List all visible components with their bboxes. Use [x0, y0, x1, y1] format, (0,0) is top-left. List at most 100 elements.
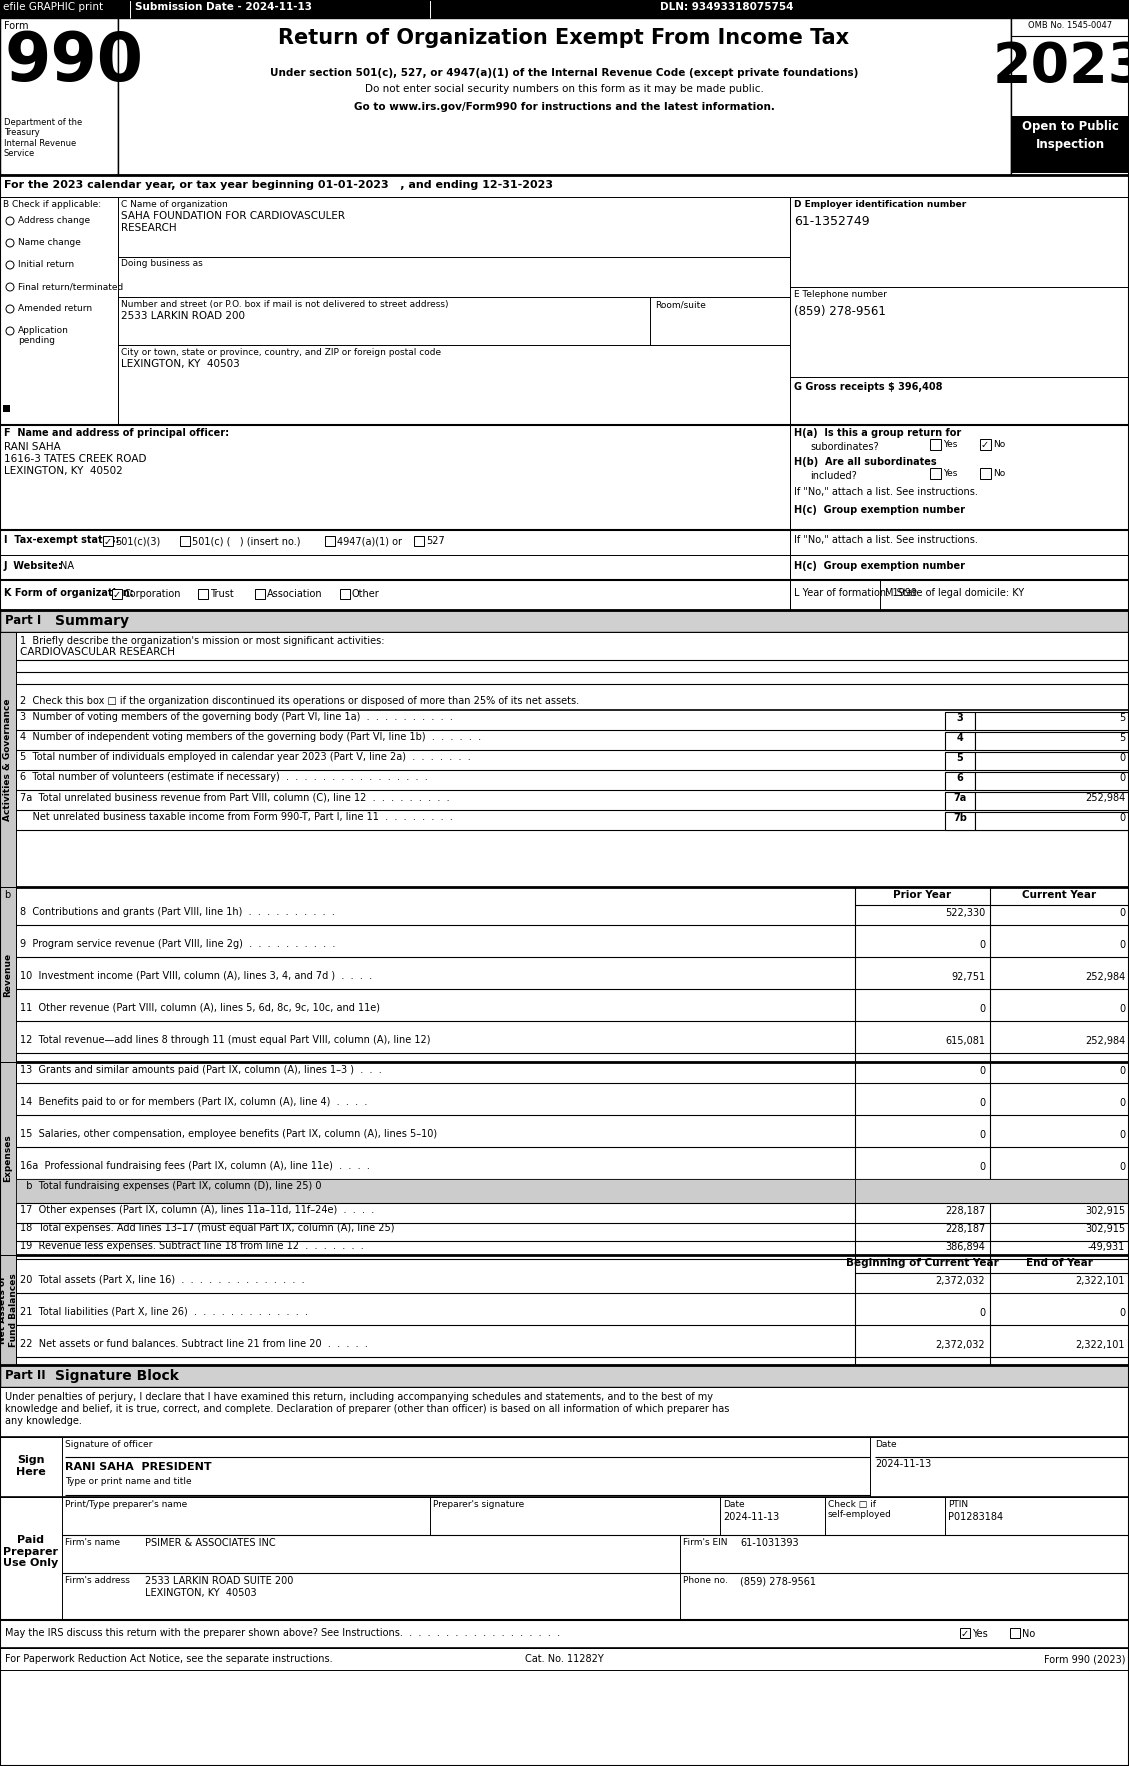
Text: 0: 0 — [1119, 1067, 1124, 1075]
Text: No: No — [994, 470, 1005, 479]
Bar — [255, 590, 265, 599]
Text: For the 2023 calendar year, or tax year beginning 01-01-2023   , and ending 12-3: For the 2023 calendar year, or tax year … — [5, 180, 553, 191]
Text: 14  Benefits paid to or for members (Part IX, column (A), line 4)  .  .  .  .: 14 Benefits paid to or for members (Part… — [20, 1097, 367, 1107]
Bar — [0, 1365, 1129, 1386]
Text: 252,984: 252,984 — [1085, 971, 1124, 982]
Text: Under section 501(c), 527, or 4947(a)(1) of the Internal Revenue Code (except pr: Under section 501(c), 527, or 4947(a)(1)… — [270, 69, 858, 78]
Text: Type or print name and title: Type or print name and title — [65, 1476, 192, 1485]
Text: 228,187: 228,187 — [945, 1206, 984, 1217]
Text: subordinates?: subordinates? — [809, 442, 878, 452]
Text: RANI SAHA: RANI SAHA — [5, 442, 61, 452]
Bar — [945, 752, 975, 770]
Text: RANI SAHA  PRESIDENT: RANI SAHA PRESIDENT — [65, 1462, 211, 1473]
Text: 5: 5 — [1119, 713, 1124, 722]
Text: 2024-11-13: 2024-11-13 — [875, 1459, 931, 1469]
Text: 302,915: 302,915 — [1085, 1206, 1124, 1217]
Text: CARDIOVASCULAR RESEARCH: CARDIOVASCULAR RESEARCH — [20, 646, 175, 657]
Bar — [945, 731, 975, 751]
Text: I  Tax-exempt status:: I Tax-exempt status: — [5, 535, 120, 546]
Text: Revenue: Revenue — [3, 952, 12, 996]
Text: Beginning of Current Year: Beginning of Current Year — [846, 1257, 998, 1268]
Bar — [0, 1061, 16, 1256]
Bar — [945, 812, 975, 830]
Text: 0: 0 — [979, 1309, 984, 1317]
Text: 22  Net assets or fund balances. Subtract line 21 from line 20  .  .  .  .  .: 22 Net assets or fund balances. Subtract… — [20, 1339, 368, 1349]
Text: PSIMER & ASSOCIATES INC: PSIMER & ASSOCIATES INC — [145, 1538, 275, 1549]
Text: If "No," attach a list. See instructions.: If "No," attach a list. See instructions… — [794, 535, 978, 546]
Text: Prior Year: Prior Year — [893, 890, 951, 901]
Bar — [975, 712, 1129, 729]
Text: 5: 5 — [1119, 733, 1124, 743]
Text: Application
pending: Application pending — [18, 327, 69, 346]
Text: Yes: Yes — [972, 1628, 988, 1639]
Bar — [980, 468, 991, 479]
Text: Form 990 (2023): Form 990 (2023) — [1043, 1655, 1124, 1664]
Text: 0: 0 — [1119, 1005, 1124, 1014]
Text: 252,984: 252,984 — [1085, 793, 1124, 804]
Bar — [0, 1386, 1129, 1438]
Text: 10  Investment income (Part VIII, column (A), lines 3, 4, and 7d )  .  .  .  .: 10 Investment income (Part VIII, column … — [20, 971, 373, 980]
Bar — [960, 1628, 970, 1639]
Text: NA: NA — [60, 562, 75, 570]
Bar — [945, 772, 975, 789]
Text: 1616-3 TATES CREEK ROAD: 1616-3 TATES CREEK ROAD — [5, 454, 147, 464]
Text: Part I: Part I — [5, 615, 42, 627]
Bar — [0, 175, 1129, 198]
Text: ✓: ✓ — [104, 537, 112, 547]
Text: included?: included? — [809, 472, 857, 480]
Bar — [0, 555, 790, 579]
Text: 990: 990 — [5, 28, 143, 95]
Bar — [16, 887, 1129, 1061]
Text: 501(c) (   ) (insert no.): 501(c) ( ) (insert no.) — [192, 537, 300, 546]
Text: 2,372,032: 2,372,032 — [935, 1277, 984, 1286]
Text: G Gross receipts $ 396,408: G Gross receipts $ 396,408 — [794, 381, 943, 392]
Text: Corporation: Corporation — [124, 590, 182, 599]
Bar — [119, 198, 790, 426]
Text: b: b — [5, 890, 10, 901]
Text: No: No — [1022, 1628, 1035, 1639]
Bar — [119, 18, 1010, 175]
Text: J  Website:: J Website: — [5, 562, 63, 570]
Bar — [0, 1256, 16, 1365]
Text: C Name of organization: C Name of organization — [121, 200, 228, 208]
Text: Doing business as: Doing business as — [121, 260, 203, 268]
Bar — [855, 1180, 1129, 1203]
Text: Check □ if
self-employed: Check □ if self-employed — [828, 1499, 892, 1519]
Text: SAHA FOUNDATION FOR CARDIOVASCULER: SAHA FOUNDATION FOR CARDIOVASCULER — [121, 210, 345, 221]
Bar — [975, 812, 1129, 830]
Text: 302,915: 302,915 — [1085, 1224, 1124, 1234]
Bar — [0, 530, 790, 555]
Text: 92,751: 92,751 — [951, 971, 984, 982]
Text: Department of the
Treasury
Internal Revenue
Service: Department of the Treasury Internal Reve… — [5, 118, 82, 159]
Text: E Telephone number: E Telephone number — [794, 290, 887, 298]
Text: Initial return: Initial return — [18, 260, 75, 268]
Bar — [414, 537, 425, 546]
Bar — [16, 1180, 855, 1203]
Text: Net Assets or
Fund Balances: Net Assets or Fund Balances — [0, 1273, 18, 1347]
Bar — [975, 772, 1129, 789]
Text: 0: 0 — [1119, 774, 1124, 782]
Bar — [975, 731, 1129, 751]
Bar — [945, 791, 975, 811]
Text: (859) 278-9561: (859) 278-9561 — [794, 306, 886, 318]
Text: knowledge and belief, it is true, correct, and complete. Declaration of preparer: knowledge and belief, it is true, correc… — [5, 1404, 729, 1415]
Text: ✓: ✓ — [981, 440, 989, 450]
Bar — [0, 18, 119, 175]
Text: Phone no.: Phone no. — [683, 1575, 728, 1586]
Bar — [930, 468, 940, 479]
Text: 4: 4 — [956, 733, 963, 743]
Text: 522,330: 522,330 — [945, 908, 984, 918]
Bar — [790, 530, 1129, 555]
Text: Final return/terminated: Final return/terminated — [18, 283, 123, 291]
Text: 6: 6 — [956, 774, 963, 782]
Text: 0: 0 — [1119, 1098, 1124, 1107]
Text: 3  Number of voting members of the governing body (Part VI, line 1a)  .  .  .  .: 3 Number of voting members of the govern… — [20, 712, 453, 722]
Text: For Paperwork Reduction Act Notice, see the separate instructions.: For Paperwork Reduction Act Notice, see … — [5, 1655, 333, 1664]
Text: 61-1352749: 61-1352749 — [794, 215, 869, 228]
Bar — [945, 712, 975, 729]
Text: Number and street (or P.O. box if mail is not delivered to street address): Number and street (or P.O. box if mail i… — [121, 300, 448, 309]
Text: LEXINGTON, KY  40503: LEXINGTON, KY 40503 — [121, 358, 239, 369]
Text: b  Total fundraising expenses (Part IX, column (D), line 25) 0: b Total fundraising expenses (Part IX, c… — [20, 1181, 322, 1190]
Text: 0: 0 — [979, 1067, 984, 1075]
Text: 61-1031393: 61-1031393 — [739, 1538, 798, 1549]
